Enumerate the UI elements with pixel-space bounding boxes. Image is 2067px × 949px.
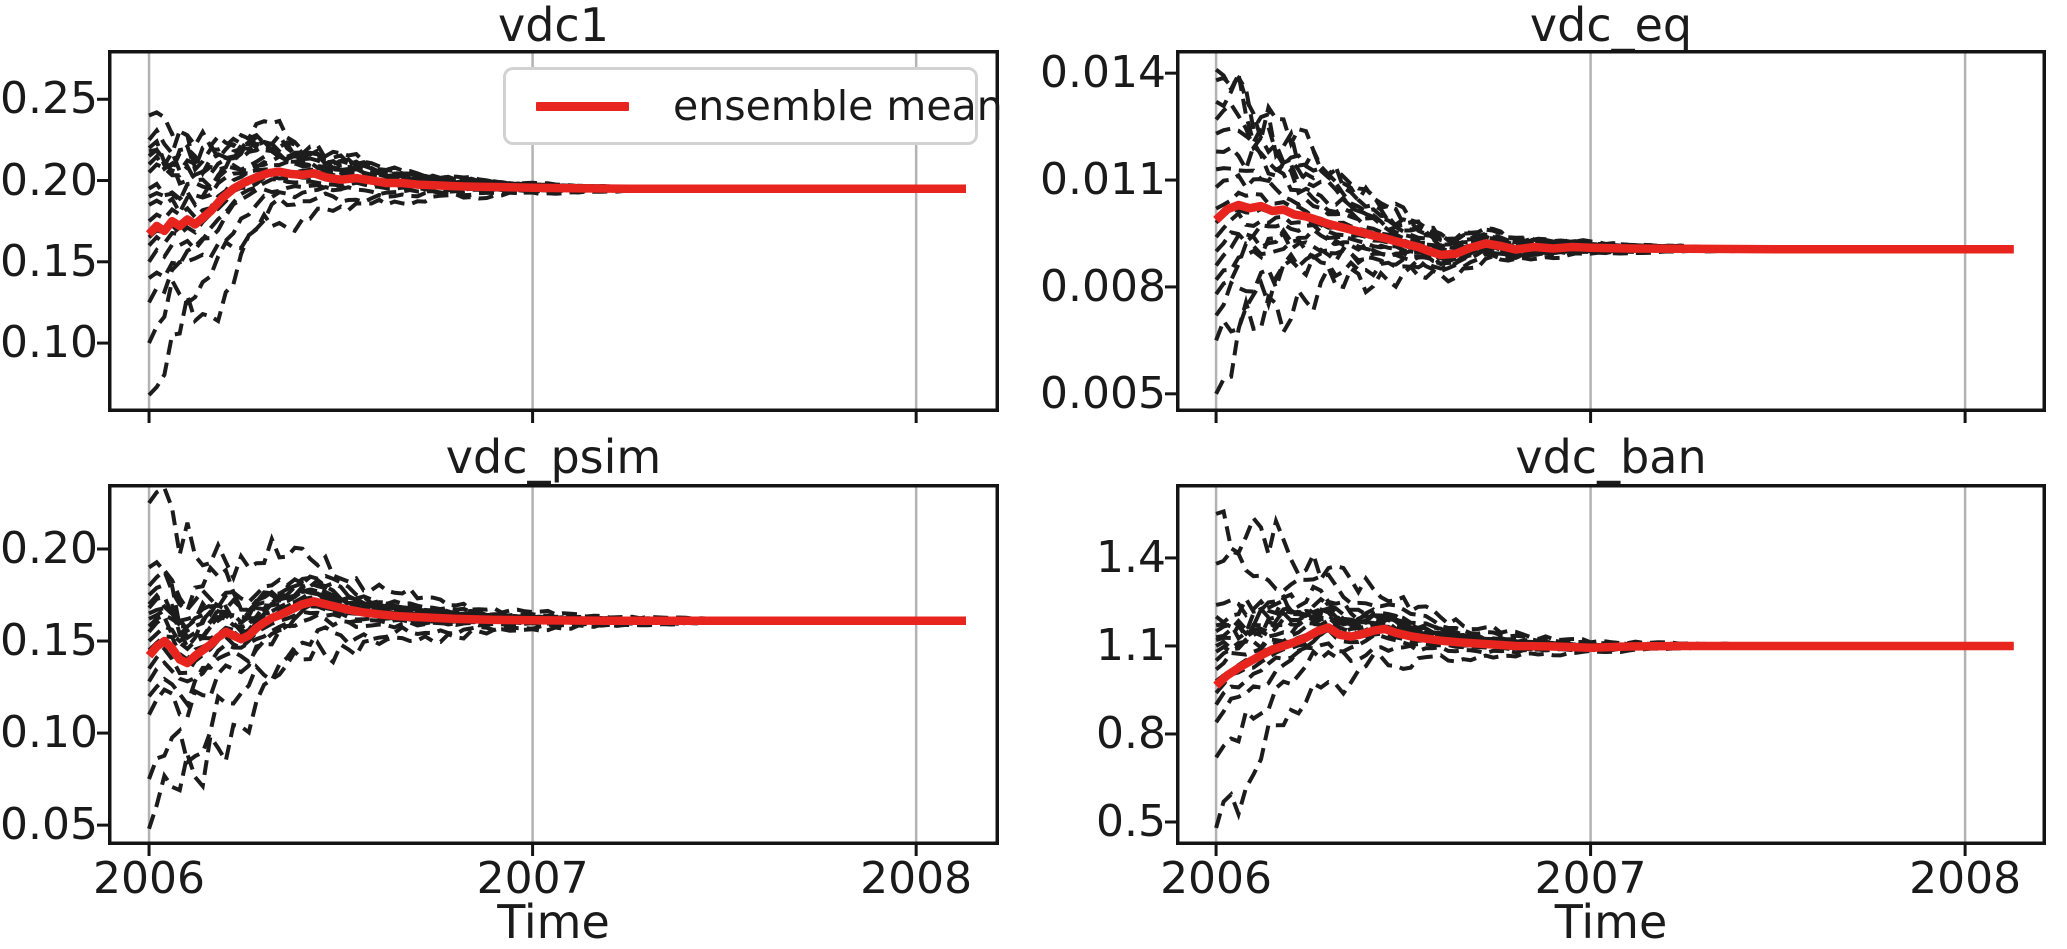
ensemble-member-line — [1215, 126, 2010, 252]
ensemble-members — [147, 110, 963, 397]
tick-marks — [1165, 71, 1967, 423]
ensemble-mean — [145, 167, 966, 238]
ensemble-member-line — [148, 585, 963, 638]
ensemble-member-line — [147, 186, 963, 397]
y-tick-label: 1.1 — [1096, 619, 1166, 671]
ensemble-member-line — [147, 612, 963, 721]
x-tick-label: 2007 — [476, 853, 589, 904]
ensemble-mean — [1213, 623, 2014, 689]
y-tick-label: 0.8 — [1096, 707, 1166, 759]
subplot-title-vdc-eq: vdc_eq — [1529, 0, 1693, 52]
ensemble-mean-line — [145, 597, 966, 668]
tick-marks — [97, 97, 918, 423]
legend-red-line-swatch — [536, 101, 629, 111]
ensemble-member-line — [1214, 643, 2010, 759]
y-tick-label: 0.10 — [0, 707, 98, 759]
ensemble-member-line — [147, 180, 963, 280]
plot-border — [108, 50, 999, 412]
ensemble-member-line — [1214, 247, 2010, 342]
ensemble-member-line — [147, 567, 963, 623]
legend: ensemble mean — [503, 67, 1003, 145]
plot-border — [108, 484, 999, 845]
ensemble-member-line — [147, 619, 963, 830]
ensemble-member-line — [147, 176, 963, 263]
gridlines — [147, 484, 918, 845]
plot-area-vdc_ban — [1165, 484, 2046, 856]
tick-marks — [1165, 556, 1967, 856]
gridlines — [1214, 50, 1967, 412]
ensemble-mean-line — [1213, 623, 2014, 689]
plot-border — [1176, 50, 2046, 412]
ensemble-members — [1214, 508, 2010, 829]
plot-border — [1176, 484, 2046, 845]
plot-area-vdc_psim — [97, 484, 999, 856]
x-tick-label: 2006 — [1160, 853, 1273, 904]
x-tick-label: 2008 — [860, 853, 973, 904]
legend-label: ensemble mean — [673, 82, 1003, 130]
y-tick-label: 0.014 — [1040, 47, 1166, 99]
y-tick-label: 0.15 — [0, 235, 98, 287]
ensemble-member-line — [1214, 644, 2010, 829]
ensemble-mean-line — [1213, 200, 2014, 260]
subplot-title-vdc1: vdc1 — [498, 0, 609, 52]
y-tick-label: 1.4 — [1096, 531, 1166, 583]
y-tick-label: 0.011 — [1040, 154, 1166, 206]
gridlines — [1214, 484, 1967, 845]
y-tick-label: 0.15 — [0, 615, 98, 667]
x-axis-label-right: Time — [1554, 895, 1668, 949]
y-tick-label: 0.05 — [0, 799, 98, 851]
y-tick-label: 0.005 — [1040, 367, 1166, 419]
x-tick-label: 2007 — [1534, 853, 1647, 904]
y-tick-label: 0.5 — [1096, 795, 1166, 847]
ensemble-mean — [1213, 200, 2014, 260]
subplot-title-vdc-ban: vdc_ban — [1515, 430, 1707, 484]
ensemble-mean — [145, 597, 966, 668]
x-tick-label: 2008 — [1909, 853, 2022, 904]
y-tick-label: 0.25 — [0, 73, 98, 125]
y-tick-label: 0.20 — [0, 522, 98, 574]
ensemble-members — [147, 485, 963, 830]
ensemble-mean-line — [145, 167, 966, 238]
ensemble-member-line — [147, 485, 963, 623]
y-tick-label: 0.10 — [0, 317, 98, 369]
y-tick-label: 0.008 — [1040, 260, 1166, 312]
plot-area-vdc_eq — [1165, 50, 2046, 423]
x-tick-label: 2006 — [93, 853, 206, 904]
y-tick-label: 0.20 — [0, 154, 98, 206]
ensemble-members — [1214, 67, 2011, 395]
subplot-title-vdc-psim: vdc_psim — [445, 430, 662, 484]
ensemble-member-line — [147, 186, 963, 344]
tick-marks — [97, 547, 918, 856]
x-axis-label-left: Time — [497, 895, 610, 949]
plot-area-vdc1 — [97, 50, 999, 423]
